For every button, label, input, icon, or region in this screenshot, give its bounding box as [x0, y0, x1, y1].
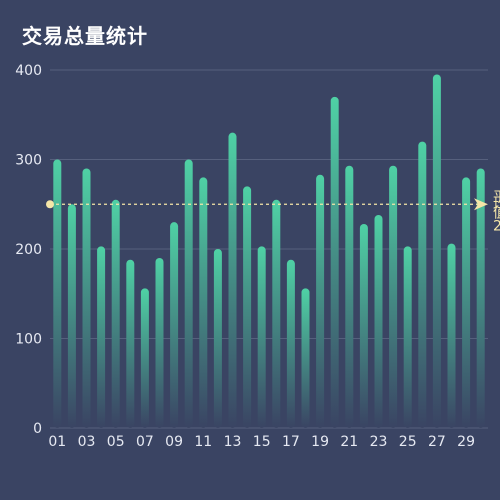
- average-mark-line: 平均值250: [46, 189, 500, 234]
- bar-09[interactable]: [170, 222, 179, 428]
- bar-15[interactable]: [257, 246, 266, 428]
- bar-03[interactable]: [82, 168, 91, 428]
- x-tick-label: 27: [428, 434, 446, 450]
- bar-20[interactable]: [330, 96, 339, 428]
- chart-title: 交易总量统计: [22, 24, 148, 48]
- y-axis-tick-labels: 0 100 200 300 400: [15, 63, 42, 437]
- mark-line-label: 平均值: [493, 189, 500, 221]
- y-tick-label: 200: [15, 242, 42, 258]
- x-tick-label: 19: [311, 434, 329, 450]
- bar-16[interactable]: [272, 199, 281, 428]
- x-tick-label: 11: [194, 434, 212, 450]
- bar-05[interactable]: [111, 199, 120, 428]
- x-tick-label: 13: [224, 434, 242, 450]
- mark-line-start-dot: [46, 200, 54, 209]
- bar-01[interactable]: [53, 159, 62, 429]
- x-tick-label: 23: [370, 434, 388, 450]
- x-tick-label: 15: [253, 434, 271, 450]
- x-tick-label: 03: [78, 434, 96, 450]
- bar-08[interactable]: [155, 257, 164, 428]
- x-tick-label: 17: [282, 434, 300, 450]
- bar-17[interactable]: [286, 259, 295, 428]
- x-tick-label: 21: [340, 434, 358, 450]
- bar-10[interactable]: [184, 159, 193, 429]
- bar-23[interactable]: [374, 214, 383, 428]
- bar-25[interactable]: [403, 246, 412, 428]
- bar-13[interactable]: [228, 132, 237, 428]
- bar-26[interactable]: [418, 141, 427, 428]
- x-tick-label: 07: [136, 434, 154, 450]
- x-tick-label: 25: [399, 434, 417, 450]
- bar-02[interactable]: [67, 204, 76, 428]
- bar-12[interactable]: [213, 249, 222, 428]
- bar-06[interactable]: [126, 259, 135, 428]
- bar-29[interactable]: [462, 177, 471, 428]
- bar-30[interactable]: [476, 168, 485, 428]
- y-tick-label: 300: [15, 153, 42, 169]
- bar-series: [53, 74, 485, 429]
- bar-28[interactable]: [447, 243, 456, 428]
- bar-18[interactable]: [301, 288, 310, 428]
- y-tick-label: 0: [33, 421, 42, 437]
- bar-27[interactable]: [432, 74, 441, 428]
- x-tick-label: 09: [165, 434, 183, 450]
- mark-line-arrow: [474, 198, 488, 211]
- bar-21[interactable]: [345, 165, 354, 428]
- bar-19[interactable]: [316, 174, 325, 428]
- bar-24[interactable]: [389, 165, 398, 428]
- bar-07[interactable]: [140, 288, 149, 428]
- bar-11[interactable]: [199, 177, 208, 428]
- x-tick-label: 01: [48, 434, 66, 450]
- x-axis-tick-labels: 01 03 05 07 09 11 13 15 17 19 21 23 25 27 29: [48, 434, 475, 450]
- bar-04[interactable]: [97, 246, 106, 428]
- grid-lines: [50, 69, 488, 429]
- y-tick-label: 400: [15, 63, 42, 79]
- bar-22[interactable]: [359, 223, 368, 428]
- x-tick-label: 05: [107, 434, 125, 450]
- y-tick-label: 100: [15, 332, 42, 348]
- x-tick-label: 29: [457, 434, 475, 450]
- bar-14[interactable]: [243, 186, 252, 428]
- mark-line-value: 250: [493, 218, 500, 234]
